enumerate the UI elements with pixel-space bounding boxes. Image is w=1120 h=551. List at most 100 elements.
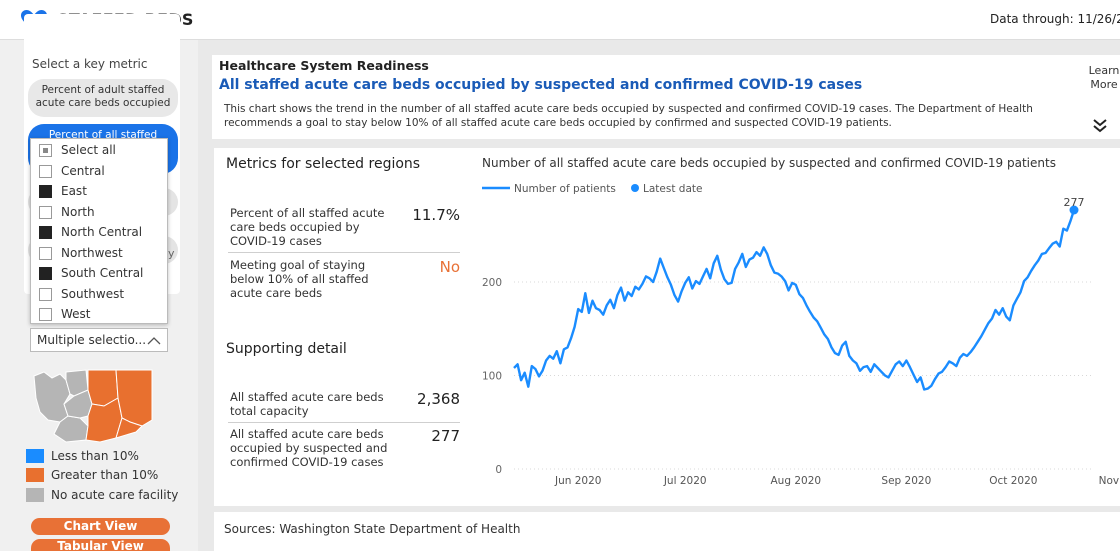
region-option-label: Southwest: [61, 287, 125, 301]
metric-label-line: COVID-19 cases: [230, 234, 322, 248]
legend-dot-swatch: [631, 184, 639, 192]
region-option-south-central[interactable]: South Central: [39, 263, 143, 283]
latest-point-label: 277: [1064, 196, 1085, 209]
chevron-up-icon[interactable]: [147, 335, 161, 347]
main-card: Metrics for selected regions Percent of …: [214, 148, 1120, 506]
map-legend-greater-than-10: Greater than 10%: [26, 467, 158, 483]
region-select-value: Multiple selectio...: [37, 333, 147, 347]
checkbox-icon[interactable]: [39, 307, 52, 321]
metric-value-percent-occupied: 11.7%: [412, 206, 460, 224]
x-tick-label: Sep 2020: [881, 475, 931, 487]
learn-more-panel[interactable]: Learn More: [1082, 55, 1120, 139]
region-option-label: North: [61, 205, 95, 219]
checkbox-checked-icon[interactable]: [39, 184, 52, 198]
checkbox-checked-icon[interactable]: [39, 225, 52, 239]
region-option-northwest[interactable]: Northwest: [39, 243, 123, 263]
x-tick-label: Nov 2020: [1099, 475, 1120, 487]
metric-label-line: total capacity: [230, 404, 309, 418]
tabular-view-button[interactable]: Tabular View: [31, 539, 170, 551]
top-bar: STAFFED BEDS Data through: 11/26/20: [0, 0, 1120, 40]
map-region-west: [33, 371, 71, 423]
checkbox-icon[interactable]: [39, 246, 52, 260]
legend-swatch: [26, 449, 44, 463]
sources-card: Sources: Washington State Department of …: [214, 512, 1120, 551]
metric-label-line: Meeting goal of staying: [230, 258, 366, 272]
metric-label-line: below 10% of all staffed: [230, 272, 369, 286]
metric-label-line: acute care beds: [230, 286, 323, 300]
description-text: This chart shows the trend in the number…: [224, 102, 1064, 130]
data-through-date: Data through: 11/26/20: [990, 12, 1120, 26]
chart-title: Number of all staffed acute care beds oc…: [482, 156, 1056, 170]
region-map[interactable]: [30, 368, 154, 444]
learn-more-link[interactable]: Learn More: [1087, 64, 1120, 92]
x-tick-label: Jun 2020: [554, 475, 601, 487]
double-chevron-down-icon[interactable]: [1092, 117, 1108, 133]
metric-label-line: confirmed COVID-19 cases: [230, 455, 384, 469]
y-tick-label: 200: [482, 277, 502, 289]
checkbox-icon[interactable]: [39, 205, 52, 219]
map-legend-less-than-10: Less than 10%: [26, 448, 139, 464]
metric-selector-label: Select a key metric: [32, 57, 148, 71]
legend-label: Less than 10%: [51, 449, 139, 463]
metric-label-meeting-goal: Meeting goal of staying below 10% of all…: [230, 258, 369, 300]
metric-label-line: All staffed acute care beds: [230, 427, 384, 441]
latest-point-dot: [1069, 205, 1079, 215]
region-option-central[interactable]: Central: [39, 161, 105, 181]
region-option-north[interactable]: North: [39, 202, 95, 222]
region-option-label: West: [61, 307, 91, 321]
info-card: Healthcare System Readiness All staffed …: [212, 55, 1082, 139]
divider: [228, 252, 460, 253]
learn-more-line: More: [1090, 78, 1118, 91]
divider: [228, 422, 460, 423]
metric-option-adult-beds[interactable]: Percent of adult staffed acute care beds…: [28, 79, 178, 117]
metric-value-beds-occupied: 277: [431, 427, 460, 445]
legend-label: No acute care facility: [51, 488, 179, 502]
description-line: recommends a goal to stay below 10% of a…: [224, 117, 892, 129]
metric-option-label-line: acute care beds occupied: [35, 97, 171, 109]
chart-view-button[interactable]: Chart View: [31, 518, 170, 535]
metric-label-line: occupied by suspected and: [230, 441, 388, 455]
region-option-west[interactable]: West: [39, 304, 91, 324]
metric-label-line: care beds occupied by: [230, 220, 360, 234]
metrics-title: Metrics for selected regions: [226, 156, 421, 172]
metric-option-label-line: Percent of adult staffed: [41, 84, 165, 96]
checkbox-partial-icon[interactable]: [39, 143, 52, 157]
line-chart[interactable]: Number of patients Latest date 0 100 200 Jun …: [474, 174, 1120, 506]
x-tick-label: Jul 2020: [663, 475, 707, 487]
metric-label-line: Percent of all staffed acute: [230, 206, 385, 220]
hidden-option-text: y: [168, 247, 175, 260]
region-option-label: North Central: [61, 225, 143, 239]
region-option-southwest[interactable]: Southwest: [39, 284, 124, 304]
y-tick-label: 100: [482, 370, 502, 382]
page-title: All staffed acute care beds occupied by …: [219, 77, 863, 93]
description-line: This chart shows the trend in the number…: [224, 103, 1033, 115]
region-option-label: East: [61, 184, 87, 198]
checkbox-icon[interactable]: [39, 164, 52, 178]
section-heading: Healthcare System Readiness: [219, 58, 429, 73]
x-tick-label: Oct 2020: [989, 475, 1037, 487]
learn-more-line: Learn: [1088, 64, 1120, 77]
sources-text: Sources: Washington State Department of …: [224, 522, 521, 536]
region-option-east[interactable]: East: [39, 181, 87, 201]
region-option-label: South Central: [61, 266, 144, 280]
checkbox-checked-icon[interactable]: [39, 266, 52, 280]
region-option-select-all[interactable]: Select all: [39, 140, 116, 160]
map-region-east-south: [115, 417, 143, 439]
metric-value-total-capacity: 2,368: [417, 390, 460, 408]
map-region-south-central: [85, 397, 123, 443]
metric-label-total-capacity: All staffed acute care beds total capaci…: [230, 390, 384, 418]
region-select[interactable]: Multiple selectio...: [30, 328, 168, 352]
region-dropdown-list: Select all Central East North North Cent…: [30, 138, 168, 324]
region-option-label: Northwest: [61, 246, 123, 260]
legend-label: Number of patients: [514, 183, 616, 195]
checkbox-icon[interactable]: [39, 287, 52, 301]
legend-swatch: [26, 488, 44, 502]
y-tick-label: 0: [495, 464, 502, 476]
metric-label-percent-occupied: Percent of all staffed acute care beds o…: [230, 206, 385, 248]
supporting-detail-title: Supporting detail: [226, 341, 347, 357]
legend-label: Greater than 10%: [51, 468, 159, 482]
legend-label: Latest date: [643, 183, 702, 195]
region-option-north-central[interactable]: North Central: [39, 222, 142, 242]
metric-label-line: All staffed acute care beds: [230, 390, 384, 404]
legend-swatch: [26, 468, 44, 482]
